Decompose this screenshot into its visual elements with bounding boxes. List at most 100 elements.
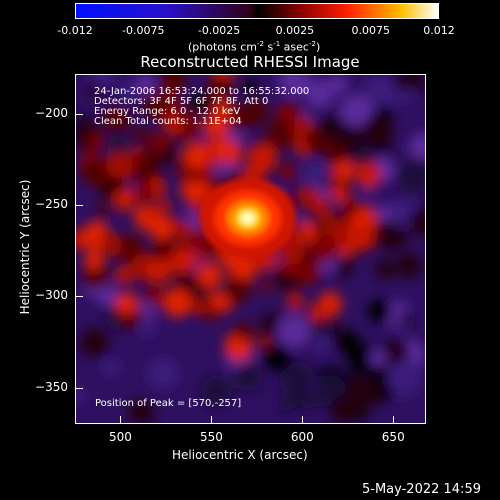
texture-blob bbox=[322, 141, 346, 165]
texture-blob bbox=[169, 247, 196, 274]
texture-blob bbox=[146, 257, 173, 284]
texture-blob bbox=[321, 211, 332, 222]
texture-blob bbox=[190, 92, 211, 113]
texture-blob bbox=[147, 357, 179, 390]
x-tick-mark bbox=[393, 416, 395, 423]
texture-blob bbox=[341, 199, 360, 218]
texture-blob bbox=[131, 127, 146, 141]
footer-date: 5-May-2022 14:59 bbox=[362, 482, 481, 497]
texture-blob bbox=[207, 75, 232, 100]
texture-blob bbox=[213, 99, 232, 118]
texture-blob bbox=[259, 280, 272, 293]
x-tick-label: 600 bbox=[290, 430, 314, 444]
texture-blob bbox=[227, 105, 254, 133]
colorbar bbox=[75, 3, 439, 19]
x-tick-label: 550 bbox=[199, 430, 223, 444]
colorbar-unit-label: (photons cm-2 s-1 asec-2) bbox=[188, 40, 321, 54]
texture-blob bbox=[295, 142, 309, 156]
y-tick-mark bbox=[76, 114, 83, 116]
texture-blob bbox=[386, 360, 422, 396]
texture-blob bbox=[143, 90, 172, 119]
x-tick-label: 500 bbox=[109, 430, 132, 444]
texture-blob bbox=[118, 81, 142, 106]
texture-blob bbox=[135, 149, 160, 174]
texture-blob bbox=[88, 83, 103, 98]
colorbar-tick-label: -0.012 bbox=[57, 24, 93, 37]
texture-blob bbox=[328, 75, 348, 94]
texture-blob bbox=[81, 263, 109, 291]
colorbar-tick-label: -0.0025 bbox=[197, 24, 241, 37]
texture-blob bbox=[396, 252, 423, 279]
texture-blob bbox=[183, 141, 211, 170]
texture-blob bbox=[203, 114, 226, 138]
colorbar-tick-label: 0.0075 bbox=[351, 24, 391, 37]
texture-blob bbox=[149, 132, 169, 152]
texture-blob bbox=[158, 200, 171, 213]
texture-blob bbox=[346, 222, 375, 251]
texture-blob bbox=[310, 234, 338, 263]
y-axis-label: Heliocentric Y (arcsec) bbox=[18, 179, 32, 315]
annotation-clean: Clean Total counts: 1.11E+04 bbox=[94, 116, 242, 127]
heatmap-image bbox=[76, 75, 425, 423]
texture-blob bbox=[303, 130, 328, 155]
texture-blob bbox=[367, 299, 392, 323]
texture-blob bbox=[279, 361, 314, 396]
texture-blob bbox=[361, 115, 394, 148]
texture-blob bbox=[234, 321, 254, 340]
texture-blob bbox=[408, 132, 425, 161]
texture-blob bbox=[330, 395, 360, 423]
texture-blob bbox=[97, 284, 119, 307]
texture-blob bbox=[87, 132, 105, 150]
texture-blob bbox=[278, 75, 311, 97]
texture-blob bbox=[315, 202, 327, 214]
texture-blob bbox=[375, 204, 393, 223]
texture-blob bbox=[115, 234, 144, 263]
texture-blob bbox=[375, 259, 396, 280]
texture-blob bbox=[242, 79, 258, 94]
peak-glow bbox=[240, 212, 255, 225]
texture-blob bbox=[107, 134, 130, 157]
y-tick-label: −200 bbox=[35, 106, 68, 121]
texture-blob bbox=[133, 180, 156, 202]
x-axis-label: Heliocentric X (arcsec) bbox=[172, 448, 308, 462]
y-tick-mark bbox=[76, 387, 83, 389]
texture-blob bbox=[330, 183, 350, 204]
texture-blob bbox=[96, 203, 109, 216]
texture-blob bbox=[148, 214, 174, 241]
texture-blob bbox=[402, 87, 417, 102]
texture-blob bbox=[209, 291, 228, 310]
texture-blob bbox=[302, 159, 332, 189]
texture-blob bbox=[278, 163, 297, 181]
annotation-time: 24-Jan-2006 16:53:24.000 to 16:55:32.000 bbox=[94, 86, 310, 97]
texture-blob bbox=[355, 162, 382, 188]
texture-blob bbox=[233, 362, 263, 391]
texture-blob bbox=[287, 293, 304, 310]
texture-blob bbox=[395, 158, 425, 195]
x-tick-label: 650 bbox=[381, 430, 405, 444]
texture-blob bbox=[364, 75, 395, 106]
texture-blob bbox=[171, 221, 192, 242]
texture-blob bbox=[84, 251, 104, 271]
texture-blob bbox=[103, 105, 130, 132]
texture-blob bbox=[277, 314, 311, 348]
y-tick-mark bbox=[76, 205, 83, 207]
texture-blob bbox=[141, 131, 153, 143]
texture-blob bbox=[198, 250, 210, 263]
texture-blob bbox=[197, 262, 223, 289]
texture-blob bbox=[165, 117, 182, 135]
texture-blob bbox=[333, 159, 355, 181]
colorbar-gradient bbox=[76, 4, 438, 18]
texture-blob bbox=[408, 207, 425, 237]
texture-blob bbox=[81, 143, 93, 155]
texture-blob bbox=[80, 156, 109, 185]
texture-blob bbox=[137, 317, 157, 337]
texture-blob bbox=[298, 186, 317, 204]
texture-blob bbox=[292, 225, 304, 237]
texture-blob bbox=[200, 375, 232, 407]
heatmap-plot: 24-Jan-2006 16:53:24.000 to 16:55:32.000… bbox=[75, 74, 426, 424]
texture-blob bbox=[115, 291, 139, 315]
texture-blob bbox=[311, 333, 332, 354]
texture-blob bbox=[79, 328, 109, 358]
annotation-detectors: Detectors: 3F 4F 5F 6F 7F 8F, Att 0 bbox=[94, 96, 269, 107]
texture-blob bbox=[144, 285, 165, 306]
